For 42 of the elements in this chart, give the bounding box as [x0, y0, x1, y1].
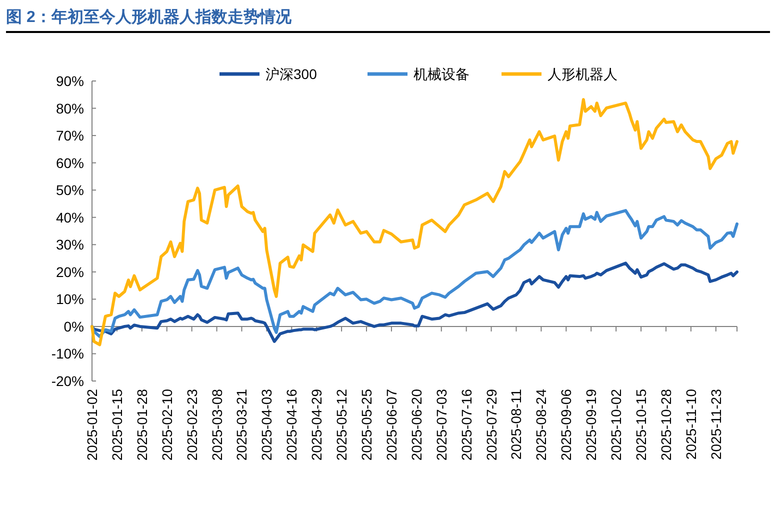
x-tick-label: 2025-08-24 — [533, 388, 550, 461]
y-tick-label: -10% — [51, 346, 84, 362]
x-tick-label: 2025-09-06 — [558, 388, 574, 461]
x-tick-label: 2025-08-11 — [508, 388, 524, 460]
x-tick-label: 2025-04-29 — [308, 388, 325, 461]
legend-label: 机械设备 — [414, 66, 470, 82]
title: 图 2：年初至今人形机器人指数走势情况 — [6, 9, 292, 26]
x-tick-label: 2025-06-20 — [408, 388, 424, 461]
x-tick-label: 2025-03-21 — [234, 388, 250, 461]
legend-label: 人形机器人 — [548, 66, 618, 82]
y-tick-label: 80% — [56, 100, 84, 116]
x-tick-label: 2025-06-07 — [383, 388, 400, 461]
x-tick-label: 2025-10-02 — [608, 388, 624, 461]
x-tick-label: 2025-05-12 — [334, 388, 350, 461]
y-tick-label: 10% — [56, 291, 84, 308]
y-tick-label: 60% — [56, 154, 84, 171]
y-tick-label: 90% — [56, 73, 84, 89]
y-tick-label: 20% — [56, 264, 84, 280]
x-tick-label: 2025-01-02 — [84, 388, 100, 461]
x-tick-label: 2025-11-23 — [708, 388, 724, 460]
x-tick-label: 2025-10-28 — [658, 388, 674, 461]
x-tick-label: 2025-07-29 — [483, 388, 500, 461]
x-tick-label: 2025-11-10 — [682, 388, 699, 460]
y-tick-label: 50% — [56, 182, 84, 198]
x-tick-label: 2025-09-19 — [583, 388, 600, 461]
x-tick-label: 2025-01-28 — [134, 388, 150, 461]
x-tick-label: 2025-04-16 — [284, 388, 300, 461]
x-tick-label: 2025-07-03 — [433, 388, 450, 461]
x-tick-label: 2025-05-25 — [358, 388, 375, 461]
x-tick-label: 2025-10-15 — [633, 388, 650, 461]
y-tick-label: 30% — [56, 236, 84, 253]
x-tick-label: 2025-02-10 — [158, 388, 175, 461]
x-tick-label: 2025-07-16 — [458, 388, 474, 461]
y-tick-label: 40% — [56, 209, 84, 226]
x-tick-label: 2025-02-23 — [184, 388, 200, 461]
y-tick-label: 70% — [56, 128, 84, 144]
y-tick-label: -20% — [51, 373, 84, 389]
legend-label: 沪深300 — [266, 66, 318, 82]
y-tick-label: 0% — [64, 318, 84, 334]
x-tick-label: 2025-01-15 — [108, 388, 125, 461]
x-tick-label: 2025-04-03 — [258, 388, 275, 461]
x-tick-label: 2025-03-08 — [208, 388, 225, 461]
